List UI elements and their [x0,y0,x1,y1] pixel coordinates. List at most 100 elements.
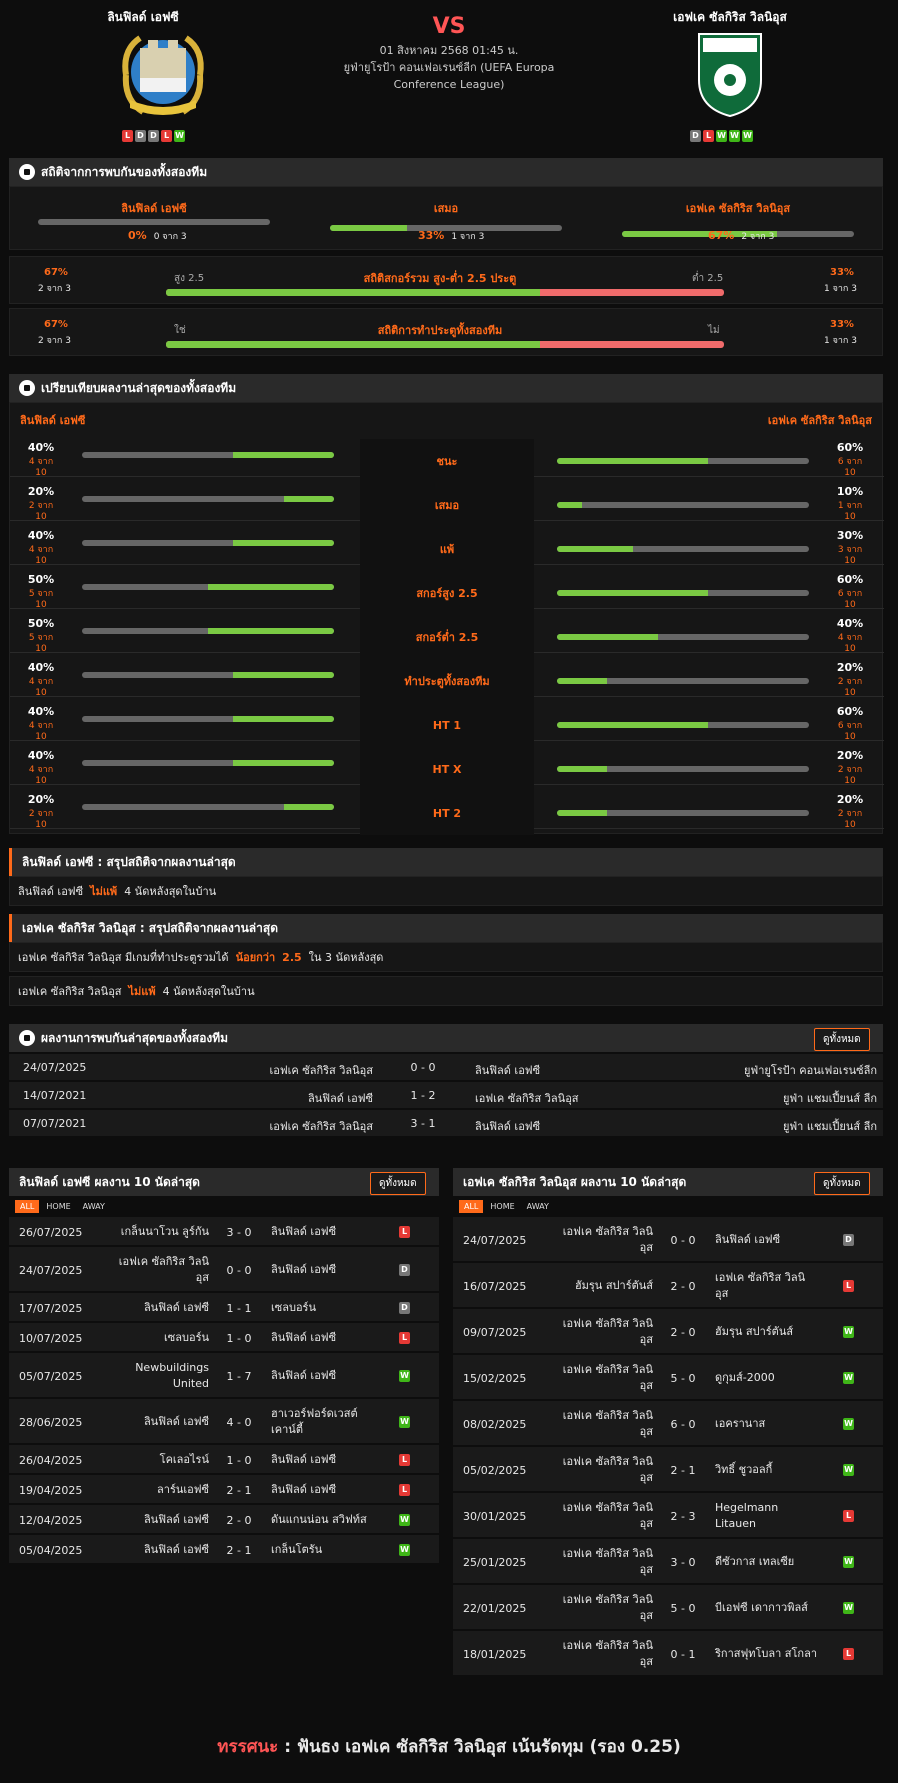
match-row[interactable]: 22/01/2025 เอฟเค ซัลกิริส วิลนิ อุส 5 - 0 บี… [453,1585,883,1631]
match-row[interactable]: 16/07/2025 ฮัมรุน สปาร์ตันส์ 2 - 0 เอฟเค ซั… [453,1263,883,1309]
away-team[interactable]: ดีซัวกาส เทลเซีย [715,1555,795,1568]
section-title: สถิติจากการพบกันของทั้งสองทีม [41,164,208,179]
match-row[interactable]: 30/01/2025 เอฟเค ซัลกิริส วิลนิ อุส 2 - 3 He… [453,1493,883,1539]
away-last10-view-all-button[interactable]: ดูทั้งหมด [814,1172,870,1195]
tab-away[interactable]: AWAY [526,1202,549,1211]
tab-all[interactable]: ALL [15,1200,40,1213]
home-team[interactable]: ลาร์นเอฟซี [157,1483,209,1496]
away-team[interactable]: ดันแกนน่อน สวิฟท์ส [271,1513,367,1526]
home-team[interactable]: เกล็นนาโวน ลูร์กัน [120,1225,209,1238]
home-team[interactable]: ลินฟิลด์ เอฟซี [143,1513,209,1526]
tab-home[interactable]: HOME [46,1202,71,1211]
home-last10-tabs: ALL HOME AWAY [15,1199,112,1213]
home-team-logo[interactable] [118,30,208,120]
h2h-view-all-button[interactable]: ดูทั้งหมด [814,1028,870,1051]
home-team[interactable]: เอฟเค ซัลกิริส วิลนิอุส [562,1317,653,1346]
away-team[interactable]: ลินฟิลด์ เอฟซี [271,1263,337,1276]
home-team[interactable]: โคเลอไรน์ [159,1453,209,1466]
match-row[interactable]: 26/07/2025 เกล็นนาโวน ลูร์กัน 3 - 0 ลินฟิลด… [9,1217,439,1247]
home-team[interactable]: เอฟเค ซัลกิริส วิลนิอุส [562,1639,653,1668]
result-badge: D [399,1264,410,1276]
away-team[interactable]: บีเอฟซี เดากาวพิลส์ [715,1601,808,1614]
tab-all[interactable]: ALL [459,1200,484,1213]
form-badge: D [148,130,159,142]
home-team[interactable]: เอฟเค ซัลกิริส วิลนิอุส [562,1409,653,1438]
home-team[interactable]: ลินฟิลด์ เอฟซี [143,1415,209,1428]
home-team[interactable]: เอฟเค ซัลกิริส วิลนิอุส [562,1501,653,1530]
away-team[interactable]: ริกาสฟุทโบลา สโกลา [715,1647,818,1660]
away-pct: 20% [836,749,864,762]
away-team[interactable]: ลินฟิลด์ เอฟซี [475,1120,541,1133]
match-date: 30/01/2025 [463,1509,527,1523]
league[interactable]: ยูฟ่ายูโรป้า คอนเฟอเรนซ์ลีก [743,1064,877,1077]
match-row[interactable]: 05/02/2025 เอฟเค ซัลกิริส วิลนิ อุส 2 - 1 วิ… [453,1447,883,1493]
h2h-row[interactable]: 07/07/2021 เอฟเค ซัลกิริส วิลนิอุส 3 - 1 ลิ… [9,1110,883,1138]
match-date: 07/07/2021 [23,1117,87,1130]
away-team[interactable]: วิทธิ์ ชูวอลกี้ [715,1463,773,1476]
home-team[interactable]: เอฟเค ซัลกิริส วิลนิอุส [118,1255,209,1284]
home-team-name[interactable]: ลินฟิลด์ เอฟซี [107,10,179,24]
match-row[interactable]: 25/01/2025 เอฟเค ซัลกิริส วิลนิ อุส 3 - 0 ดี… [453,1539,883,1585]
match-row[interactable]: 18/01/2025 เอฟเค ซัลกิริส วิลนิ อุส 0 - 1 ริ… [453,1631,883,1677]
match-row[interactable]: 24/07/2025 เอฟเค ซัลกิริส วิลนิ อุส 0 - 0 ลิ… [453,1217,883,1263]
home-pct: 40% [27,661,55,674]
away-team[interactable]: เกล็นโตรัน [271,1543,323,1556]
score: 5 - 0 [670,1601,696,1615]
away-team[interactable]: ดูกุมส์-2000 [715,1371,775,1384]
match-league-cont[interactable]: Conference League) [393,78,505,91]
match-row[interactable]: 28/06/2025 ลินฟิลด์ เอฟซี 4 - 0 ฮาเวอร์ฟอร์… [9,1399,439,1445]
home-team[interactable]: ลินฟิลด์ เอฟซี [307,1092,373,1105]
away-team[interactable]: เอครานาส [715,1417,766,1430]
home-team[interactable]: เซลบอร์น [164,1331,209,1344]
home-team[interactable]: ฮัมรุน สปาร์ตันส์ [574,1279,653,1292]
h2h-row[interactable]: 24/07/2025 เอฟเค ซัลกิริส วิลนิอุส 0 - 0 ลิ… [9,1054,883,1082]
home-team[interactable]: Newbuildings United [135,1361,209,1390]
away-team[interactable]: ลินฟิลด์ เอฟซี [271,1453,337,1466]
away-team-logo[interactable] [695,30,765,118]
match-info: 01 สิงหาคม 2568 01:45 น. ยูฟ่ายูโรป้า คอ… [319,42,579,93]
league[interactable]: ยูฟ่า แชมเปี้ยนส์ ลีก [782,1092,877,1105]
home-last10-view-all-button[interactable]: ดูทั้งหมด [370,1172,426,1195]
home-team[interactable]: เอฟเค ซัลกิริส วิลนิอุส [562,1547,653,1576]
away-team[interactable]: เอฟเค ซัลกิริส วิลนิอุส [715,1271,806,1300]
away-team[interactable]: เซลบอร์น [271,1301,316,1314]
home-team[interactable]: ลินฟิลด์ เอฟซี [143,1301,209,1314]
match-row[interactable]: 17/07/2025 ลินฟิลด์ เอฟซี 1 - 1 เซลบอร์น D [9,1293,439,1323]
away-team[interactable]: ฮาเวอร์ฟอร์ดเวสต์ เคาน์ตี้ [271,1407,358,1436]
match-row[interactable]: 15/02/2025 เอฟเค ซัลกิริส วิลนิ อุส 5 - 0 ดู… [453,1355,883,1401]
match-row[interactable]: 05/04/2025 ลินฟิลด์ เอฟซี 2 - 1 เกล็นโตรัน W [9,1535,439,1565]
match-row[interactable]: 12/04/2025 ลินฟิลด์ เอฟซี 2 - 0 ดันแกนน่อน … [9,1505,439,1535]
away-team[interactable]: ลินฟิลด์ เอฟซี [715,1233,781,1246]
match-row[interactable]: 10/07/2025 เซลบอร์น 1 - 0 ลินฟิลด์ เอฟซี L [9,1323,439,1353]
away-team[interactable]: ลินฟิลด์ เอฟซี [475,1064,541,1077]
away-team[interactable]: ลินฟิลด์ เอฟซี [271,1369,337,1382]
away-team[interactable]: ฮัมรุน สปาร์ตันส์ [715,1325,794,1338]
away-team-name[interactable]: เอฟเค ซัลกิริส วิลนิอุส [673,10,787,24]
tab-away[interactable]: AWAY [82,1202,105,1211]
match-row[interactable]: 09/07/2025 เอฟเค ซัลกิริส วิลนิ อุส 2 - 0 ฮั… [453,1309,883,1355]
match-row[interactable]: 05/07/2025 Newbuildings United 1 - 7 ลินฟิลด… [9,1353,439,1399]
score: 3 - 0 [226,1225,252,1239]
away-team[interactable]: Hegelmann Litauen [715,1501,779,1530]
home-sub: 5 จาก 10 [28,633,54,654]
home-team[interactable]: เอฟเค ซัลกิริส วิลนิอุส [562,1363,653,1392]
home-team[interactable]: เอฟเค ซัลกิริส วิลนิอุส [562,1593,653,1622]
match-league[interactable]: ยูฟ่ายูโรป้า คอนเฟอเรนซ์ลีก (UEFA Europa [343,61,555,74]
match-row[interactable]: 26/04/2025 โคเลอไรน์ 1 - 0 ลินฟิลด์ เอฟซี L [9,1445,439,1475]
match-row[interactable]: 24/07/2025 เอฟเค ซัลกิริส วิลนิ อุส 0 - 0 ลิ… [9,1247,439,1293]
tab-home[interactable]: HOME [490,1202,515,1211]
away-team[interactable]: เอฟเค ซัลกิริส วิลนิอุส [475,1092,579,1105]
away-team[interactable]: ลินฟิลด์ เอฟซี [271,1225,337,1238]
h2h-row[interactable]: 14/07/2021 ลินฟิลด์ เอฟซี 1 - 2 เอฟเค ซัลกิ… [9,1082,883,1110]
away-team[interactable]: ลินฟิลด์ เอฟซี [271,1331,337,1344]
away-team[interactable]: ลินฟิลด์ เอฟซี [271,1483,337,1496]
match-row[interactable]: 08/02/2025 เอฟเค ซัลกิริส วิลนิ อุส 6 - 0 เอ… [453,1401,883,1447]
home-team[interactable]: เอฟเค ซัลกิริส วิลนิอุส [562,1225,653,1254]
home-team[interactable]: ลินฟิลด์ เอฟซี [143,1543,209,1556]
home-team[interactable]: เอฟเค ซัลกิริส วิลนิอุส [562,1455,653,1484]
league[interactable]: ยูฟ่า แชมเปี้ยนส์ ลีก [782,1120,877,1133]
match-row[interactable]: 19/04/2025 ลาร์นเอฟซี 2 - 1 ลินฟิลด์ เอฟซี L [9,1475,439,1505]
home-team[interactable]: เอฟเค ซัลกิริส วิลนิอุส [269,1120,373,1133]
home-team[interactable]: เอฟเค ซัลกิริส วิลนิอุส [269,1064,373,1077]
home-bar [82,628,334,634]
